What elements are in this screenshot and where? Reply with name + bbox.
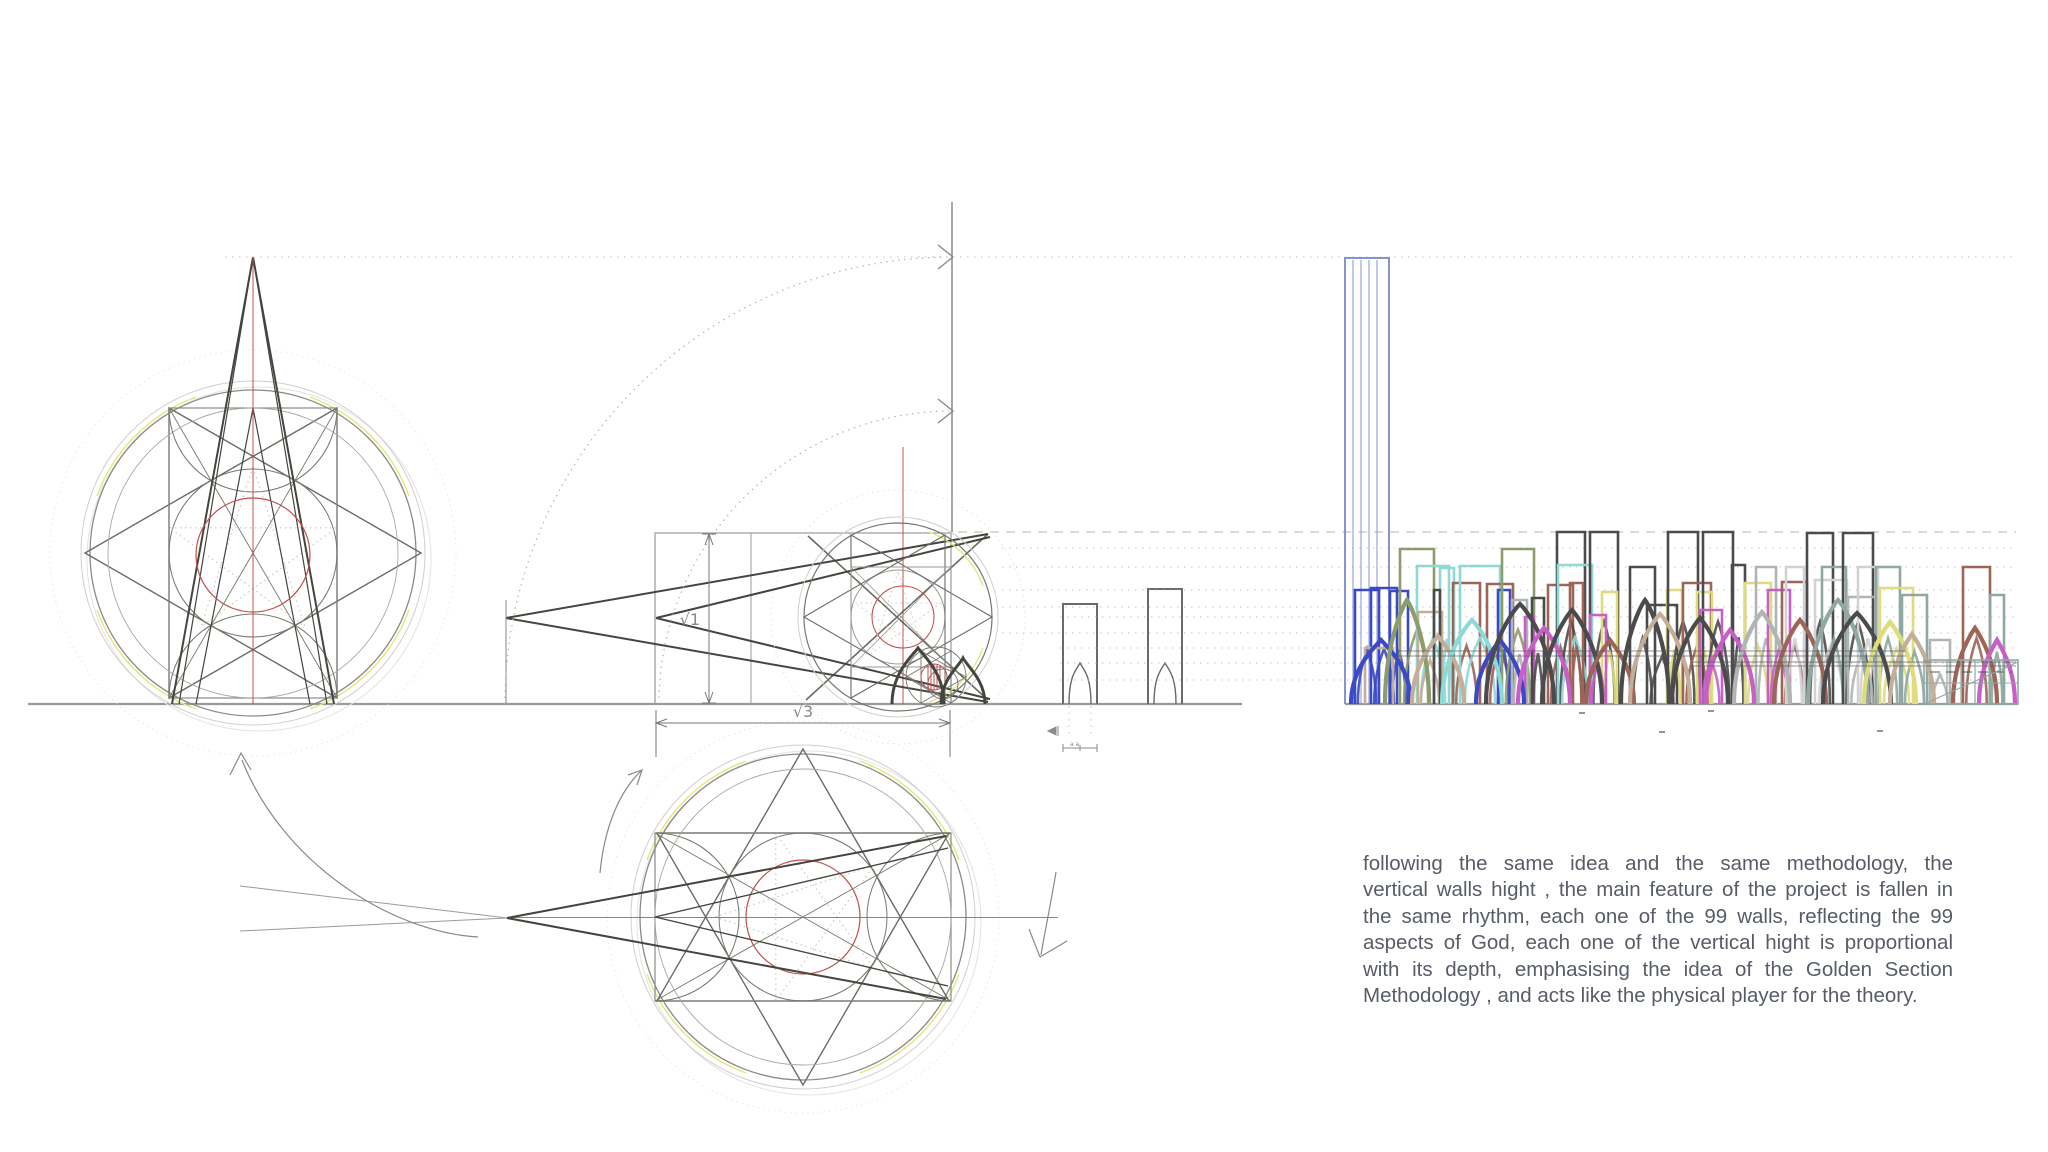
wall-arch	[1859, 637, 1877, 705]
wall	[1820, 565, 1848, 704]
rotate-arrow-left	[229, 751, 479, 938]
cluster-square	[850, 566, 952, 668]
faint-offset-ring	[636, 750, 982, 1096]
yellow-accent-arcs	[96, 396, 410, 710]
wall	[1805, 531, 1835, 704]
height-guide-lines	[225, 256, 2016, 681]
geometry-figure-elevation	[49, 256, 457, 757]
arc-arrowheads	[937, 244, 955, 424]
low-structure	[1923, 659, 2019, 705]
wall-arch	[1964, 633, 1989, 705]
ninety-nine-walls-elevation	[1344, 257, 2019, 733]
section-wedge-1	[505, 533, 989, 703]
arch	[1731, 608, 1793, 705]
tall-tower-wall	[1344, 257, 1390, 704]
wall	[1766, 588, 1792, 704]
tower-dim-bracket	[1062, 744, 1098, 752]
outer-ring	[797, 516, 999, 718]
wall	[1363, 646, 1395, 704]
description-line: following the same idea and the same met…	[1363, 852, 1953, 875]
tower-guide-dotted	[1068, 706, 1092, 738]
plan-wedge	[506, 835, 947, 1000]
wall-arch	[1454, 641, 1479, 705]
low-structure-diagonal	[1923, 661, 2019, 705]
faint-offset-ring	[86, 386, 432, 732]
wall-arch	[1903, 647, 1926, 705]
arch	[1820, 610, 1894, 705]
wall-arch	[1570, 645, 1583, 705]
yellow-accent-arcs	[646, 760, 960, 1074]
tower-study-1	[1062, 603, 1098, 705]
wall-arch	[1701, 653, 1721, 705]
arch	[1618, 596, 1672, 705]
rotate-arrow-top	[599, 769, 643, 874]
project-description: following the same idea and the same met…	[1363, 851, 1953, 1009]
wall	[1369, 586, 1399, 704]
description-line: aspects of God, each one of the vertical…	[1363, 931, 1953, 955]
scale-mark-icon	[1046, 726, 1059, 736]
rotation-arc-large	[504, 256, 953, 705]
wall	[1416, 610, 1444, 704]
wall	[1496, 588, 1512, 704]
wall-arch	[1990, 651, 2004, 705]
dimension-sqrt3	[654, 710, 952, 757]
description-line: Methodology , and acts like the physical…	[1363, 984, 1918, 1008]
arch	[1439, 616, 1505, 705]
red-circle	[871, 585, 935, 649]
middle-construction: √1 √3	[504, 202, 1026, 757]
arch	[1976, 635, 2018, 705]
wall	[1841, 531, 1875, 704]
yellow-accent-arcs	[928, 531, 984, 703]
tower-dim-text: a a	[1070, 741, 1080, 748]
spire-outline-inner	[178, 256, 328, 705]
dotted-outer-circle	[49, 349, 457, 757]
tower-study-2	[1147, 588, 1183, 705]
arch	[1409, 632, 1467, 705]
spire-outline	[171, 256, 335, 705]
arch	[1861, 618, 1919, 705]
wall	[1784, 565, 1806, 704]
arch	[1887, 630, 1937, 705]
geometry-figure-plan	[239, 720, 1058, 1114]
sqrt1-label: √1	[680, 610, 700, 629]
arch	[1805, 596, 1871, 705]
circle-cluster	[770, 489, 1026, 745]
dimension-sqrt1	[702, 532, 716, 705]
dotted-circle	[770, 489, 1026, 745]
recursive-cluster	[905, 646, 967, 708]
rotation-arrows	[229, 751, 1068, 958]
wall	[1568, 581, 1585, 704]
wedge-extension-lines	[239, 885, 508, 932]
arch	[1950, 624, 2000, 705]
description-line: vertical walls hight , the main feature …	[1363, 878, 1953, 902]
red-circle	[745, 859, 861, 975]
description-line: the same rhythm, each one of the 99 wall…	[1363, 904, 1953, 928]
red-circle	[195, 497, 311, 613]
wall	[1432, 588, 1442, 704]
arch	[1627, 610, 1693, 705]
rotation-arc-small	[658, 410, 953, 705]
arch	[1515, 624, 1573, 705]
description-line: with its depth, emphasising the idea of …	[1363, 957, 1953, 981]
rotate-arrow-right	[1028, 871, 1068, 958]
wall-arch	[1419, 655, 1441, 705]
arch	[1771, 616, 1829, 705]
wall	[1451, 581, 1482, 704]
sqrt3-label: √3	[793, 702, 813, 721]
cluster-dark-arches	[890, 645, 987, 705]
wall-arch	[1560, 633, 1590, 705]
wall	[1645, 603, 1679, 704]
arch	[1348, 636, 1414, 705]
wall	[1588, 613, 1608, 704]
cluster-diagonals	[850, 566, 952, 668]
tower-studies: a a	[1046, 588, 1183, 752]
plan-wedge-inner	[654, 847, 949, 987]
arch	[1703, 626, 1757, 705]
arch	[1583, 636, 1637, 705]
dotted-mini-pentagram	[853, 570, 943, 655]
